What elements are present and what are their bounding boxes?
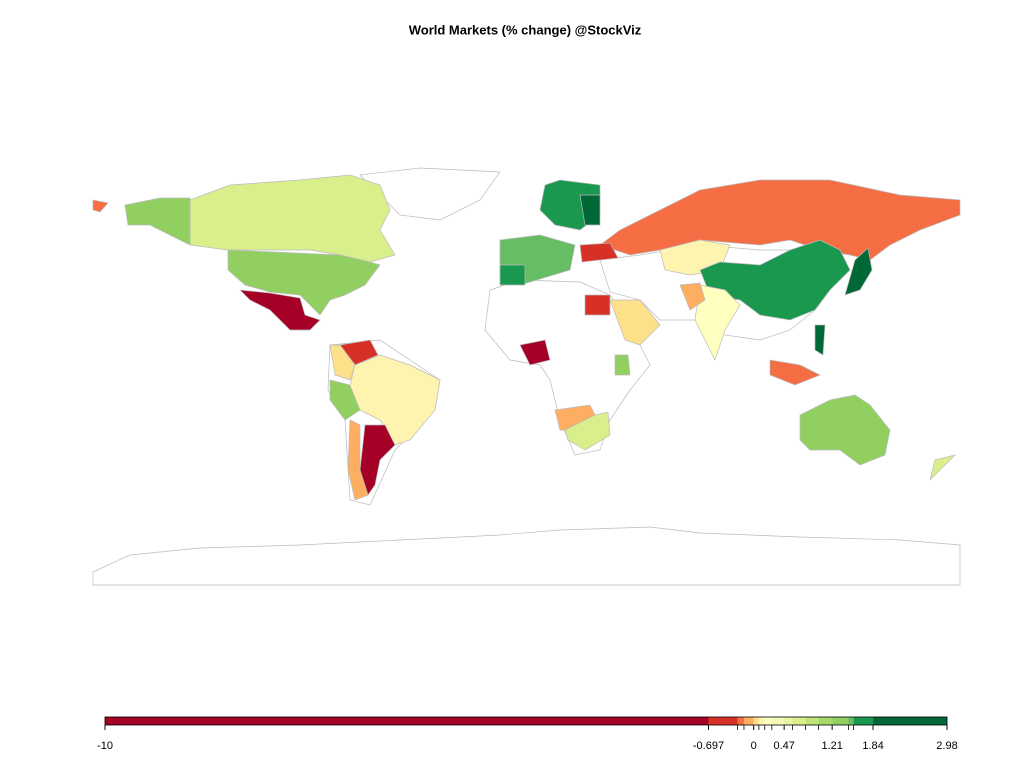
nigeria bbox=[519, 339, 551, 366]
brazil bbox=[349, 354, 441, 446]
colorbar-segment bbox=[708, 717, 738, 725]
australia bbox=[799, 394, 891, 466]
colorbar-tick-label: 1.21 bbox=[821, 740, 842, 752]
colorbar-segment bbox=[873, 717, 947, 725]
world-map bbox=[92, 167, 961, 586]
colorbar-frame bbox=[104, 716, 948, 726]
colorbar-tick-label: 2.98 bbox=[936, 740, 957, 752]
colorbar-tick-label: -0.697 bbox=[693, 740, 724, 752]
colorbar-segment bbox=[805, 717, 819, 725]
chile bbox=[347, 419, 369, 501]
russia bbox=[599, 179, 961, 261]
japan bbox=[844, 247, 873, 296]
peru bbox=[329, 379, 361, 421]
colorbar-segment bbox=[737, 717, 744, 725]
colorbar-segment bbox=[743, 717, 754, 725]
turkey bbox=[579, 242, 619, 263]
colorbar-segment bbox=[771, 717, 785, 725]
egypt bbox=[584, 294, 611, 316]
new-zealand bbox=[929, 454, 957, 482]
kenya bbox=[614, 354, 631, 376]
uk bbox=[92, 199, 109, 213]
colorbar-segment bbox=[105, 717, 709, 725]
colorbar-segment bbox=[792, 717, 806, 725]
colorbar-tick-label: -10 bbox=[97, 740, 113, 752]
antarctica bbox=[92, 526, 961, 586]
colorbar-segment bbox=[784, 717, 793, 725]
usa bbox=[227, 249, 381, 316]
spain bbox=[499, 264, 526, 286]
china bbox=[699, 239, 851, 321]
saudi-arabia bbox=[609, 299, 661, 346]
chart-title: World Markets (% change) @StockViz bbox=[409, 22, 642, 37]
colorbar-tick-label: 0.47 bbox=[773, 740, 794, 752]
colorbar-segment bbox=[753, 717, 759, 725]
colorbar-segment bbox=[758, 717, 765, 725]
indonesia bbox=[769, 359, 821, 386]
colorbar-segment bbox=[832, 717, 849, 725]
colorbar-segment bbox=[764, 717, 772, 725]
colorbar: -10 -0.697 0 0.47 1.21 1.84 2.98 bbox=[97, 716, 958, 752]
colorbar-segment bbox=[818, 717, 833, 725]
colorbar-segment bbox=[853, 717, 874, 725]
colorbar-segment bbox=[848, 717, 854, 725]
philippines bbox=[814, 324, 826, 356]
colorbar-tick-label: 0 bbox=[751, 740, 757, 752]
mexico bbox=[239, 289, 321, 331]
colombia bbox=[329, 344, 356, 381]
south-africa bbox=[564, 411, 611, 451]
colorbar-tick-label: 1.84 bbox=[862, 740, 883, 752]
pakistan bbox=[679, 282, 706, 311]
canada bbox=[189, 174, 396, 263]
india bbox=[694, 284, 741, 361]
finland bbox=[579, 194, 601, 226]
alaska bbox=[124, 197, 191, 246]
